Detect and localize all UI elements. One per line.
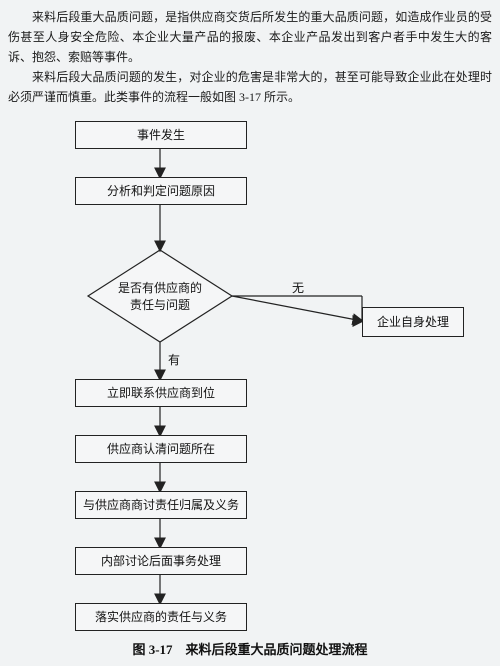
decision-line1: 是否有供应商的 xyxy=(118,279,202,296)
edge-label: 无 xyxy=(292,279,304,296)
flowchart-container: 事件发生分析和判定问题原因是否有供应商的责任与问题企业自身处理立即联系供应商到位… xyxy=(0,111,500,621)
flow-side-box: 企业自身处理 xyxy=(362,307,464,337)
flow-box-label: 供应商认清问题所在 xyxy=(107,440,215,457)
flow-box-label: 落实供应商的责任与义务 xyxy=(95,608,227,625)
edge-label: 有 xyxy=(168,351,180,368)
flow-decision-label: 是否有供应商的责任与问题 xyxy=(90,278,230,314)
flow-box-n7: 落实供应商的责任与义务 xyxy=(75,603,247,631)
intro-paragraphs: 来料后段重大品质问题，是指供应商交货后所发生的重大品质问题，如造成作业员的受伤甚… xyxy=(0,0,500,111)
flow-box-label: 事件发生 xyxy=(137,126,185,143)
flow-box-label: 与供应商商讨责任归属及义务 xyxy=(83,496,239,513)
flow-box-n2: 分析和判定问题原因 xyxy=(75,177,247,205)
flow-side-label: 企业自身处理 xyxy=(377,313,449,330)
flow-box-label: 立即联系供应商到位 xyxy=(107,384,215,401)
figure-caption: 图 3-17 来料后段重大品质问题处理流程 xyxy=(0,639,500,658)
decision-line2: 责任与问题 xyxy=(130,296,190,313)
flow-box-n3: 立即联系供应商到位 xyxy=(75,379,247,407)
flow-box-label: 分析和判定问题原因 xyxy=(107,182,215,199)
flow-box-label: 内部讨论后面事务处理 xyxy=(101,552,221,569)
paragraph-1: 来料后段重大品质问题，是指供应商交货后所发生的重大品质问题，如造成作业员的受伤甚… xyxy=(8,8,492,67)
flow-box-n1: 事件发生 xyxy=(75,121,247,149)
paragraph-2: 来料后段大品质问题的发生，对企业的危害是非常大的，甚至可能导致企业此在处理时必须… xyxy=(8,68,492,108)
flow-box-n6: 内部讨论后面事务处理 xyxy=(75,547,247,575)
flow-box-n5: 与供应商商讨责任归属及义务 xyxy=(75,491,247,519)
flow-box-n4: 供应商认清问题所在 xyxy=(75,435,247,463)
